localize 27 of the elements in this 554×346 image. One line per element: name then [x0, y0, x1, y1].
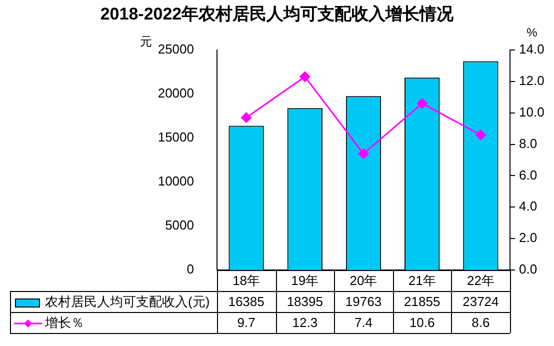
- y2-tick-label: 8.0: [519, 136, 538, 151]
- x-tick-label: 21年: [408, 273, 436, 288]
- x-tick-label: 22年: [466, 273, 494, 288]
- x-tick-label: 19年: [291, 273, 319, 288]
- y2-tick-label: 4.0: [519, 198, 538, 214]
- y-tick-label: 20000: [158, 86, 194, 101]
- point: [241, 112, 252, 123]
- y-tick-label: 10000: [158, 174, 194, 189]
- point: [475, 130, 486, 140]
- y-tick-label: 25000: [158, 42, 194, 57]
- point: [358, 148, 369, 159]
- y2-axis-title: %: [526, 25, 538, 40]
- point: [300, 71, 310, 82]
- y2-tick-label: 12.0: [519, 73, 544, 88]
- y2-tick-label: 10.0: [519, 104, 544, 120]
- y-tick-label: 5000: [165, 218, 194, 233]
- y-tick-label: 15000: [158, 130, 194, 145]
- point: [416, 98, 428, 109]
- y2-tick-label: 0.0: [519, 262, 538, 277]
- y-axis-title: 元: [140, 34, 152, 48]
- y-tick-label: 0: [186, 262, 194, 277]
- chart-title: 2018-2022年农村居民人均可支配收入增长情况: [100, 4, 455, 24]
- y2-tick-label: 2.0: [519, 230, 538, 246]
- x-tick-label: 20年: [350, 273, 378, 288]
- y2-tick-label: 6.0: [519, 167, 538, 182]
- y2-tick-label: 14.0: [519, 42, 544, 57]
- x-tick-label: 18年: [232, 273, 260, 288]
